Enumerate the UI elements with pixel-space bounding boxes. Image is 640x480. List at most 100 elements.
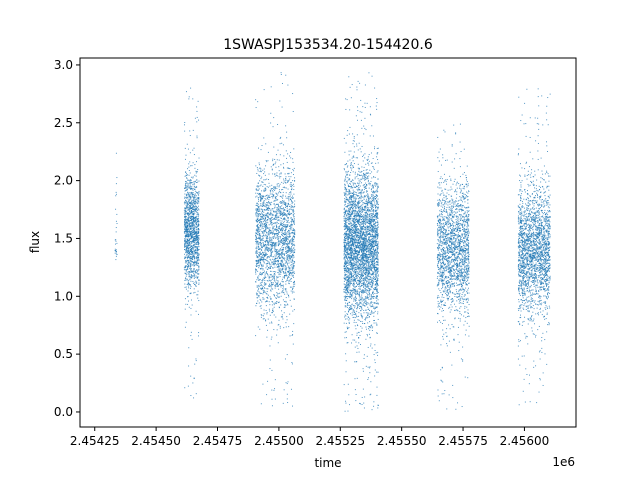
scatter-point bbox=[187, 260, 189, 262]
scatter-point bbox=[363, 309, 365, 311]
scatter-point bbox=[256, 185, 258, 187]
scatter-point bbox=[274, 217, 276, 219]
scatter-point bbox=[281, 202, 283, 204]
scatter-point bbox=[265, 292, 267, 294]
scatter-point bbox=[358, 282, 360, 284]
scatter-point bbox=[291, 184, 293, 186]
scatter-point bbox=[282, 257, 284, 259]
scatter-point bbox=[266, 212, 268, 214]
scatter-point bbox=[184, 243, 186, 245]
scatter-point bbox=[282, 261, 284, 263]
scatter-point bbox=[377, 371, 379, 373]
scatter-point bbox=[256, 250, 258, 252]
scatter-point bbox=[196, 236, 198, 238]
scatter-point bbox=[278, 251, 280, 253]
scatter-point bbox=[372, 312, 374, 314]
scatter-point bbox=[282, 247, 284, 249]
scatter-point bbox=[263, 173, 265, 175]
scatter-point bbox=[189, 233, 191, 235]
scatter-point bbox=[268, 276, 270, 278]
scatter-point bbox=[353, 297, 355, 299]
scatter-point bbox=[259, 271, 261, 273]
scatter-point bbox=[191, 194, 193, 196]
scatter-point bbox=[198, 119, 200, 121]
scatter-point bbox=[279, 237, 281, 239]
scatter-point bbox=[191, 235, 193, 237]
scatter-point bbox=[271, 322, 273, 324]
scatter-point bbox=[185, 222, 187, 224]
scatter-point bbox=[292, 254, 294, 256]
scatter-point bbox=[283, 212, 285, 214]
scatter-point bbox=[271, 283, 273, 285]
scatter-point bbox=[281, 223, 283, 225]
scatter-point bbox=[285, 272, 287, 274]
scatter-point bbox=[187, 385, 189, 387]
scatter-point bbox=[284, 271, 286, 273]
scatter-point bbox=[195, 230, 197, 232]
scatter-point bbox=[271, 238, 273, 240]
scatter-point bbox=[270, 276, 272, 278]
scatter-point bbox=[263, 223, 265, 225]
scatter-point bbox=[290, 186, 292, 188]
scatter-point bbox=[261, 249, 263, 251]
scatter-point bbox=[345, 353, 347, 355]
scatter-point bbox=[265, 237, 267, 239]
scatter-point bbox=[271, 389, 273, 391]
scatter-point bbox=[270, 252, 272, 254]
scatter-point bbox=[271, 219, 273, 221]
scatter-point bbox=[190, 207, 192, 209]
scatter-point bbox=[291, 203, 293, 205]
scatter-point bbox=[196, 106, 198, 108]
scatter-point bbox=[189, 222, 191, 224]
scatter-point bbox=[256, 233, 258, 235]
scatter-point bbox=[346, 326, 348, 328]
scatter-point bbox=[275, 210, 277, 212]
scatter-point bbox=[275, 245, 277, 247]
scatter-point bbox=[293, 265, 295, 267]
scatter-point bbox=[285, 252, 287, 254]
scatter-point bbox=[294, 180, 296, 182]
scatter-point bbox=[285, 247, 287, 249]
scatter-point bbox=[259, 234, 261, 236]
scatter-point bbox=[186, 273, 188, 275]
scatter-point bbox=[192, 252, 194, 254]
scatter-point bbox=[257, 270, 259, 272]
scatter-point bbox=[184, 210, 186, 212]
scatter-point bbox=[272, 258, 274, 260]
scatter-point bbox=[186, 239, 188, 241]
scatter-point bbox=[363, 229, 365, 231]
scatter-point bbox=[187, 250, 189, 252]
scatter-point bbox=[291, 201, 293, 203]
scatter-point bbox=[346, 99, 348, 101]
scatter-point bbox=[266, 269, 268, 271]
scatter-point bbox=[196, 215, 198, 217]
scatter-point bbox=[287, 255, 289, 257]
scatter-point bbox=[185, 288, 187, 290]
scatter-point bbox=[272, 276, 274, 278]
scatter-point bbox=[285, 219, 287, 221]
scatter-point bbox=[192, 188, 194, 190]
scatter-point bbox=[197, 221, 199, 223]
scatter-point bbox=[187, 209, 189, 211]
scatter-point bbox=[262, 260, 264, 262]
scatter-point bbox=[196, 201, 198, 203]
scatter-point bbox=[292, 405, 294, 407]
scatter-point bbox=[293, 236, 295, 238]
scatter-point bbox=[266, 394, 268, 396]
scatter-point bbox=[374, 191, 376, 193]
scatter-point bbox=[196, 269, 198, 271]
scatter-point bbox=[282, 211, 284, 213]
scatter-point bbox=[275, 154, 277, 156]
scatter-point bbox=[255, 220, 257, 222]
scatter-point bbox=[190, 263, 192, 265]
scatter-point bbox=[286, 206, 288, 207]
scatter-point bbox=[196, 218, 198, 220]
scatter-point bbox=[276, 175, 278, 177]
scatter-point bbox=[272, 197, 274, 199]
scatter-point bbox=[276, 230, 278, 232]
scatter-point bbox=[265, 228, 267, 230]
scatter-point bbox=[194, 164, 196, 166]
scatter-point bbox=[281, 227, 283, 229]
scatter-point bbox=[273, 302, 275, 304]
scatter-point bbox=[192, 162, 194, 164]
